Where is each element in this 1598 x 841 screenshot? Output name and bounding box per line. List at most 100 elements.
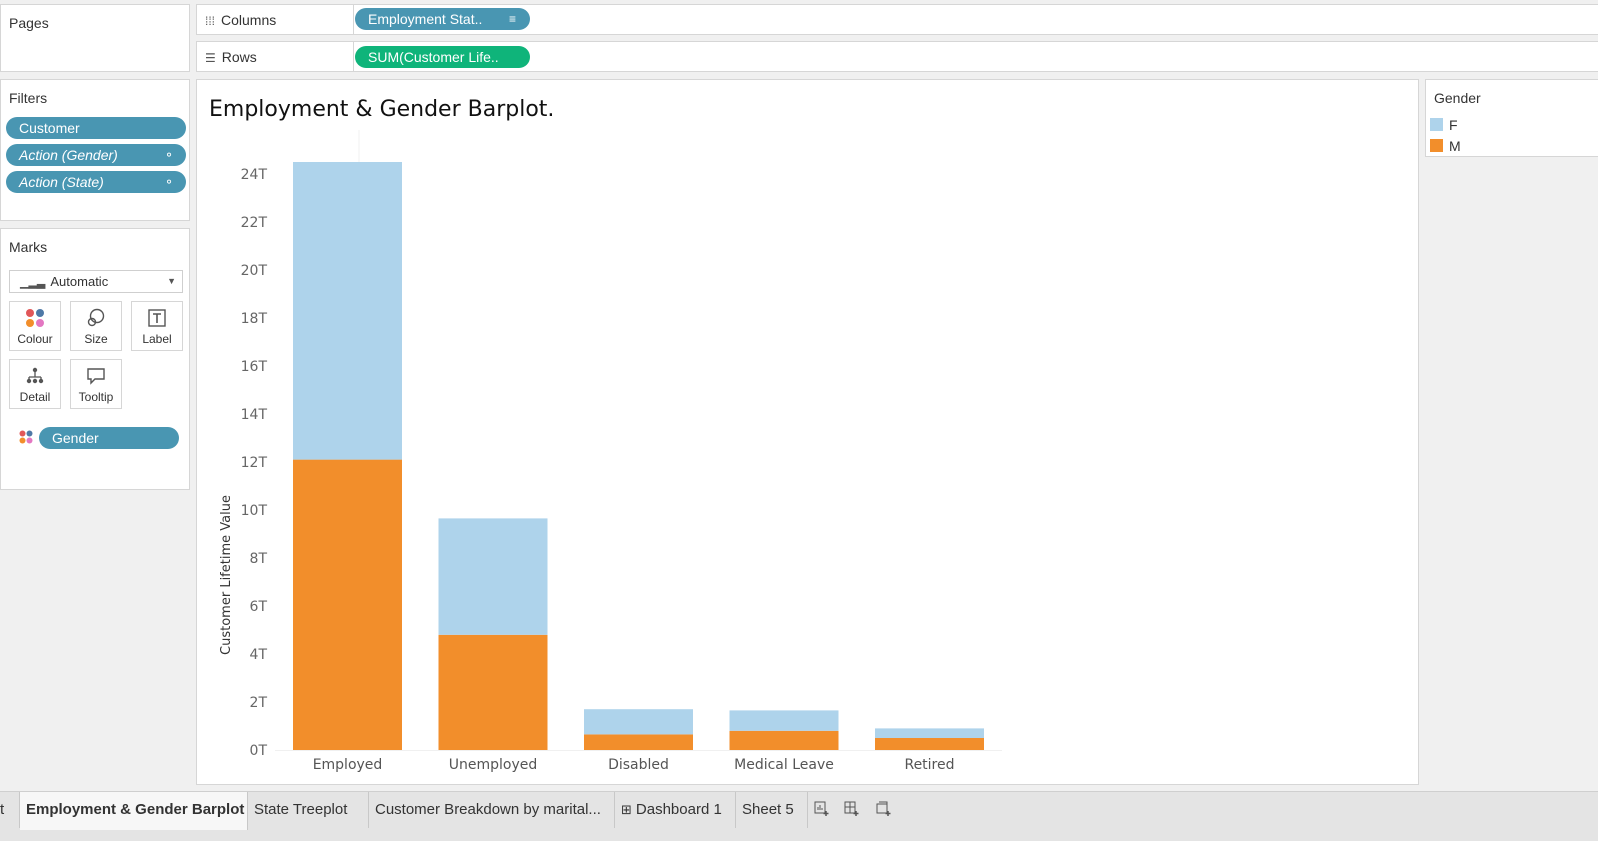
bar-unemployed-m: [438, 634, 548, 750]
label-icon: [132, 308, 182, 332]
tab-dashboard-1[interactable]: ⊞ Dashboard 1: [615, 792, 736, 828]
detail-button[interactable]: Detail: [9, 359, 61, 409]
y-tick-label: 6T: [250, 599, 268, 615]
colour-encoding-icon: [19, 430, 33, 449]
legend-swatch-f: [1430, 118, 1443, 131]
chart-title: Employment & Gender Barplot.: [209, 97, 554, 122]
bar-chart[interactable]: Employment & Gender Barplot. Customer Lif…: [197, 80, 1418, 784]
x-tick-label: Retired: [904, 757, 954, 773]
legend-label: M: [1449, 138, 1461, 154]
y-tick-label: 4T: [250, 647, 268, 663]
filters-title: Filters: [9, 90, 48, 106]
pages-title: Pages: [9, 15, 49, 31]
filter-pill-customer[interactable]: Customer: [6, 117, 186, 139]
y-tick-label: 14T: [241, 407, 268, 423]
bar-chart-icon: ▁▂▃: [20, 277, 46, 289]
filter-pill-label: Action (Gender): [19, 147, 118, 163]
tab-label: Employment & Gender Barplot: [26, 801, 245, 818]
bar-retired-f: [875, 728, 984, 738]
tab-employment-gender-barplot[interactable]: Employment & Gender Barplot: [20, 792, 248, 830]
detail-icon: [10, 366, 60, 390]
tab-customer-breakdown[interactable]: Customer Breakdown by marital...: [369, 792, 615, 828]
bar-medical-leave-m: [729, 730, 839, 750]
colour-button[interactable]: Colour: [9, 301, 61, 351]
tooltip-icon: [71, 366, 121, 390]
colour-pill-gender[interactable]: Gender: [39, 427, 179, 449]
view-panel[interactable]: Employment & Gender Barplot. Customer Lif…: [196, 79, 1419, 785]
pages-panel[interactable]: Pages: [0, 4, 190, 72]
new-story-button[interactable]: [870, 792, 902, 828]
y-tick-label: 18T: [241, 311, 268, 327]
x-tick-label: Employed: [313, 757, 383, 773]
tab-label: Sheet 5: [742, 801, 794, 818]
tab-label: State Treeplot: [254, 801, 348, 818]
y-tick-label: 22T: [241, 215, 268, 231]
filter-pill-action-gender[interactable]: Action (Gender) ⚬: [6, 144, 186, 166]
colour-icon: [10, 308, 60, 332]
y-tick-label: 2T: [250, 695, 268, 711]
chevron-down-icon: ▼: [167, 276, 176, 286]
tab-sheet-5[interactable]: Sheet 5: [736, 792, 808, 828]
size-button[interactable]: Size: [70, 301, 122, 351]
detail-label: Detail: [19, 390, 51, 404]
y-axis-label: Customer Lifetime Value: [219, 495, 234, 655]
filter-pill-action-state[interactable]: Action (State) ⚬: [6, 171, 186, 193]
columns-pill-employment-status[interactable]: Employment Stat.. ≡: [355, 8, 530, 30]
filters-panel: Filters Customer Action (Gender) ⚬ Actio…: [0, 79, 190, 221]
columns-label-text: Columns: [221, 12, 277, 28]
new-story-icon: [876, 801, 892, 818]
x-tick-label: Medical Leave: [734, 757, 834, 773]
rows-icon: ☰: [205, 51, 216, 65]
size-label: Size: [84, 332, 108, 346]
filter-pill-label: Customer: [19, 120, 80, 136]
sort-descending-icon[interactable]: ≡: [508, 12, 516, 26]
mark-type-dropdown[interactable]: ▁▂▃ Automatic ▼: [9, 270, 183, 293]
legend-label: F: [1449, 117, 1458, 133]
tab-label: t: [0, 801, 5, 818]
columns-icon: ⁞⁞⁞: [205, 14, 216, 28]
filter-pill-label: Action (State): [19, 174, 104, 190]
rows-label: ☰ Rows: [205, 42, 257, 72]
marks-panel: Marks ▁▂▃ Automatic ▼ Colour Size Label D…: [0, 228, 190, 490]
label-button[interactable]: Label: [131, 301, 183, 351]
label-label: Label: [142, 332, 172, 346]
rows-pill-customer-lifetime-value[interactable]: SUM(Customer Life..: [355, 46, 530, 68]
colour-pill-label: Gender: [52, 430, 99, 446]
y-tick-label: 10T: [241, 503, 268, 519]
new-dashboard-button[interactable]: [838, 792, 870, 828]
new-worksheet-icon: [814, 801, 830, 818]
rows-pill-label: SUM(Customer Life..: [368, 49, 499, 65]
columns-pill-label: Employment Stat..: [368, 11, 483, 27]
y-tick-label: 20T: [241, 263, 268, 279]
x-tick-label: Disabled: [608, 757, 669, 773]
legend-item-f[interactable]: F: [1430, 117, 1458, 133]
bar-medical-leave-f: [729, 710, 839, 731]
bar-retired-m: [875, 738, 984, 750]
bar-disabled-m: [584, 734, 693, 750]
link-icon: ⚬: [163, 148, 174, 162]
tab-state-treeplot[interactable]: State Treeplot: [248, 792, 369, 828]
new-worksheet-button[interactable]: [808, 792, 838, 828]
y-tick-label: 0T: [250, 743, 268, 759]
sheet-tab-bar: t Employment & Gender Barplot State Tree…: [0, 791, 1598, 841]
bar-unemployed-f: [438, 518, 548, 635]
bar-employed-m: [293, 459, 402, 750]
mark-type-value: Automatic: [50, 274, 109, 289]
tab-previous-sheet[interactable]: t: [0, 792, 20, 828]
legend-item-m[interactable]: M: [1430, 138, 1461, 154]
bar-disabled-f: [584, 709, 693, 735]
colour-label: Colour: [17, 332, 53, 346]
legend-swatch-m: [1430, 139, 1443, 152]
y-tick-label: 12T: [241, 455, 268, 471]
y-tick-label: 16T: [241, 359, 268, 375]
new-dashboard-icon: [844, 801, 860, 818]
size-icon: [71, 308, 121, 332]
tooltip-label: Tooltip: [78, 390, 114, 404]
legend-title: Gender: [1434, 90, 1481, 106]
y-tick-label: 8T: [250, 551, 268, 567]
tab-label: Customer Breakdown by marital...: [375, 801, 601, 818]
columns-label: ⁞⁞⁞ Columns: [205, 5, 276, 35]
tooltip-button[interactable]: Tooltip: [70, 359, 122, 409]
x-tick-label: Unemployed: [449, 757, 538, 773]
marks-title: Marks: [9, 239, 48, 255]
